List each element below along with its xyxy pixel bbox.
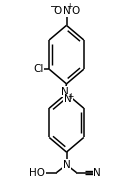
Text: N: N bbox=[61, 87, 69, 97]
Text: +: + bbox=[68, 92, 74, 101]
Text: N: N bbox=[64, 94, 72, 105]
Text: +: + bbox=[66, 2, 72, 11]
Text: Cl: Cl bbox=[33, 64, 43, 74]
Text: N: N bbox=[63, 6, 70, 16]
Text: N: N bbox=[93, 168, 101, 178]
Text: HO: HO bbox=[29, 168, 45, 178]
Text: O: O bbox=[54, 6, 62, 16]
Text: −: − bbox=[50, 2, 58, 12]
Text: N: N bbox=[63, 160, 70, 170]
Text: O: O bbox=[71, 6, 79, 16]
